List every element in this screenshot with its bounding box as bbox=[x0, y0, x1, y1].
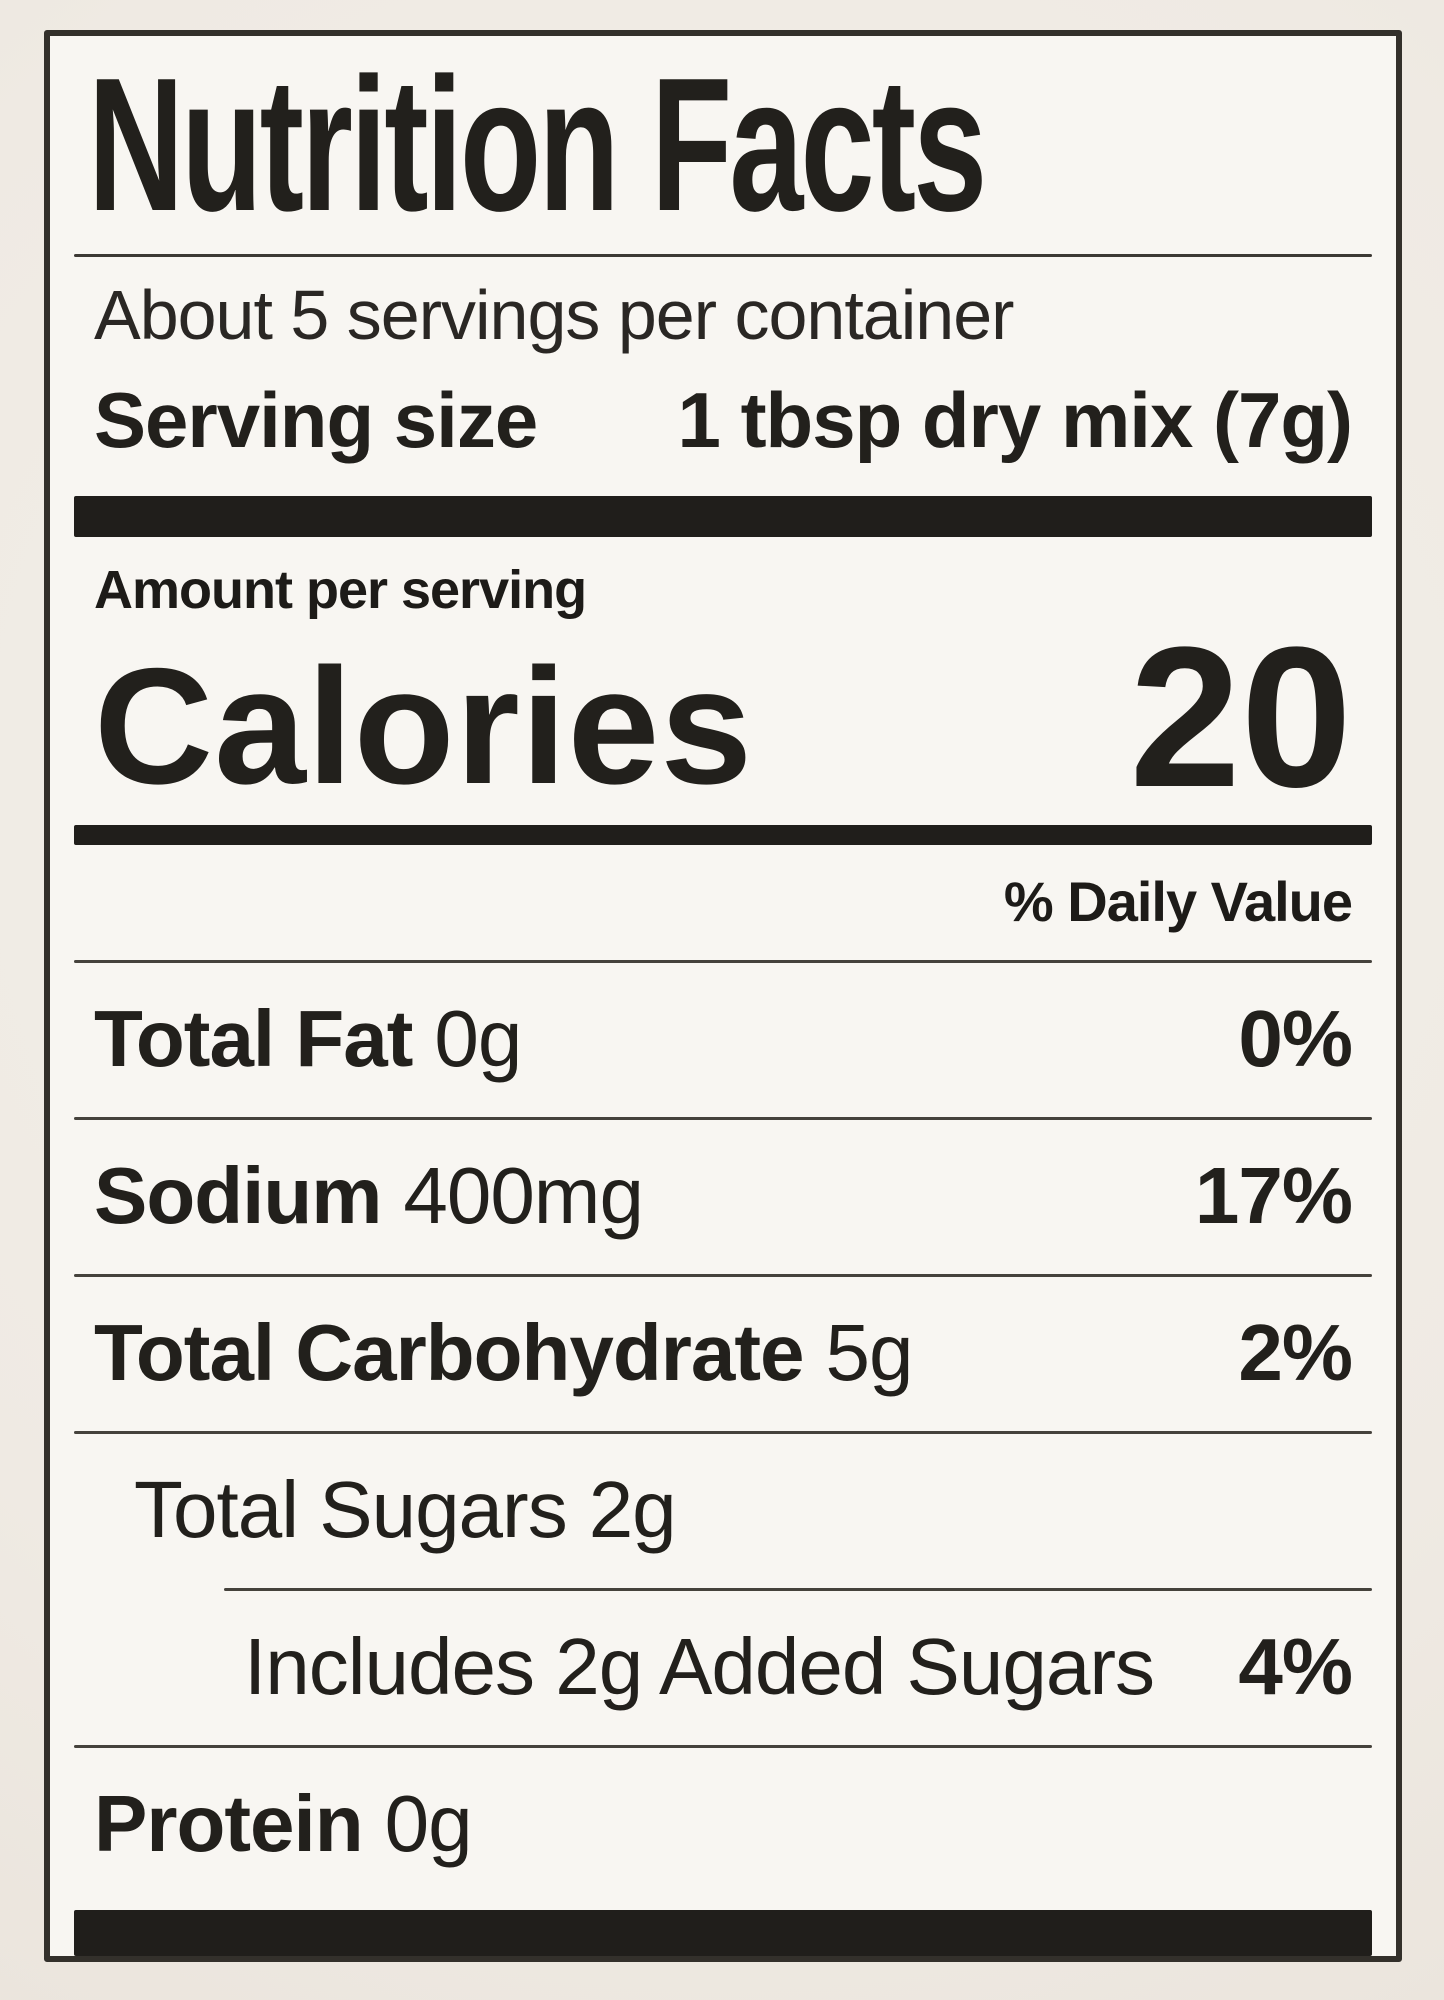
nutrient-name: Total Fat bbox=[94, 993, 413, 1083]
amount-per-serving-label: Amount per serving bbox=[94, 559, 587, 620]
section-separator-bar-bottom bbox=[74, 1910, 1372, 1957]
row-divider bbox=[74, 1116, 1372, 1120]
nutrient-name: Protein bbox=[94, 1779, 364, 1869]
nutrient-amount: 0g bbox=[384, 1779, 473, 1869]
nutrient-name: Total Carbohydrate bbox=[94, 1307, 804, 1397]
daily-value-header: % Daily Value bbox=[1003, 869, 1353, 933]
title-divider bbox=[74, 254, 1372, 258]
nutrient-amount: 400mg bbox=[403, 1150, 644, 1240]
nutrient-row-total-sugars: Total Sugars 2g bbox=[74, 1434, 1372, 1588]
nutrient-name: Includes 2g Added Sugars bbox=[244, 1622, 1155, 1712]
nutrient-row-sodium: Sodium 400mg 17% bbox=[74, 1120, 1372, 1274]
nutrition-facts-label: Nutrition Facts About 5 servings per con… bbox=[44, 30, 1402, 1962]
row-divider bbox=[74, 959, 1372, 963]
nutrient-daily-value: 2% bbox=[1238, 1307, 1353, 1397]
serving-size-label: Serving size bbox=[94, 376, 538, 465]
nutrient-amount: 5g bbox=[825, 1307, 914, 1397]
row-divider-indented bbox=[224, 1588, 1372, 1592]
servings-per-container: About 5 servings per container bbox=[94, 276, 1014, 355]
calories-label: Calories bbox=[94, 633, 754, 818]
nutrient-daily-value: 17% bbox=[1194, 1150, 1353, 1240]
nutrient-row-added-sugars: Includes 2g Added Sugars 4% bbox=[74, 1591, 1372, 1745]
calories-row: Calories 20 bbox=[74, 605, 1372, 829]
row-divider bbox=[74, 1273, 1372, 1277]
nutrient-row-total-fat: Total Fat 0g 0% bbox=[74, 963, 1372, 1117]
label-title: Nutrition Facts bbox=[88, 39, 987, 251]
calories-value: 20 bbox=[1129, 605, 1352, 829]
calories-separator-bar bbox=[74, 824, 1372, 845]
nutrient-name: Total Sugars bbox=[134, 1465, 568, 1555]
row-divider bbox=[74, 1430, 1372, 1435]
nutrient-daily-value: 4% bbox=[1238, 1622, 1353, 1712]
nutrient-daily-value: 0% bbox=[1238, 993, 1353, 1083]
nutrient-amount: 0g bbox=[434, 993, 522, 1083]
serving-size-row: Serving size 1 tbsp dry mix (7g) bbox=[74, 361, 1372, 496]
nutrient-name: Sodium bbox=[94, 1150, 382, 1240]
nutrient-row-total-carbohydrate: Total Carbohydrate 5g 2% bbox=[74, 1277, 1372, 1431]
serving-size-value: 1 tbsp dry mix (7g) bbox=[677, 376, 1353, 465]
row-divider bbox=[74, 1745, 1372, 1749]
section-separator-bar-top bbox=[74, 496, 1372, 537]
nutrient-row-protein: Protein 0g bbox=[74, 1748, 1372, 1902]
nutrient-amount: 2g bbox=[588, 1465, 677, 1555]
